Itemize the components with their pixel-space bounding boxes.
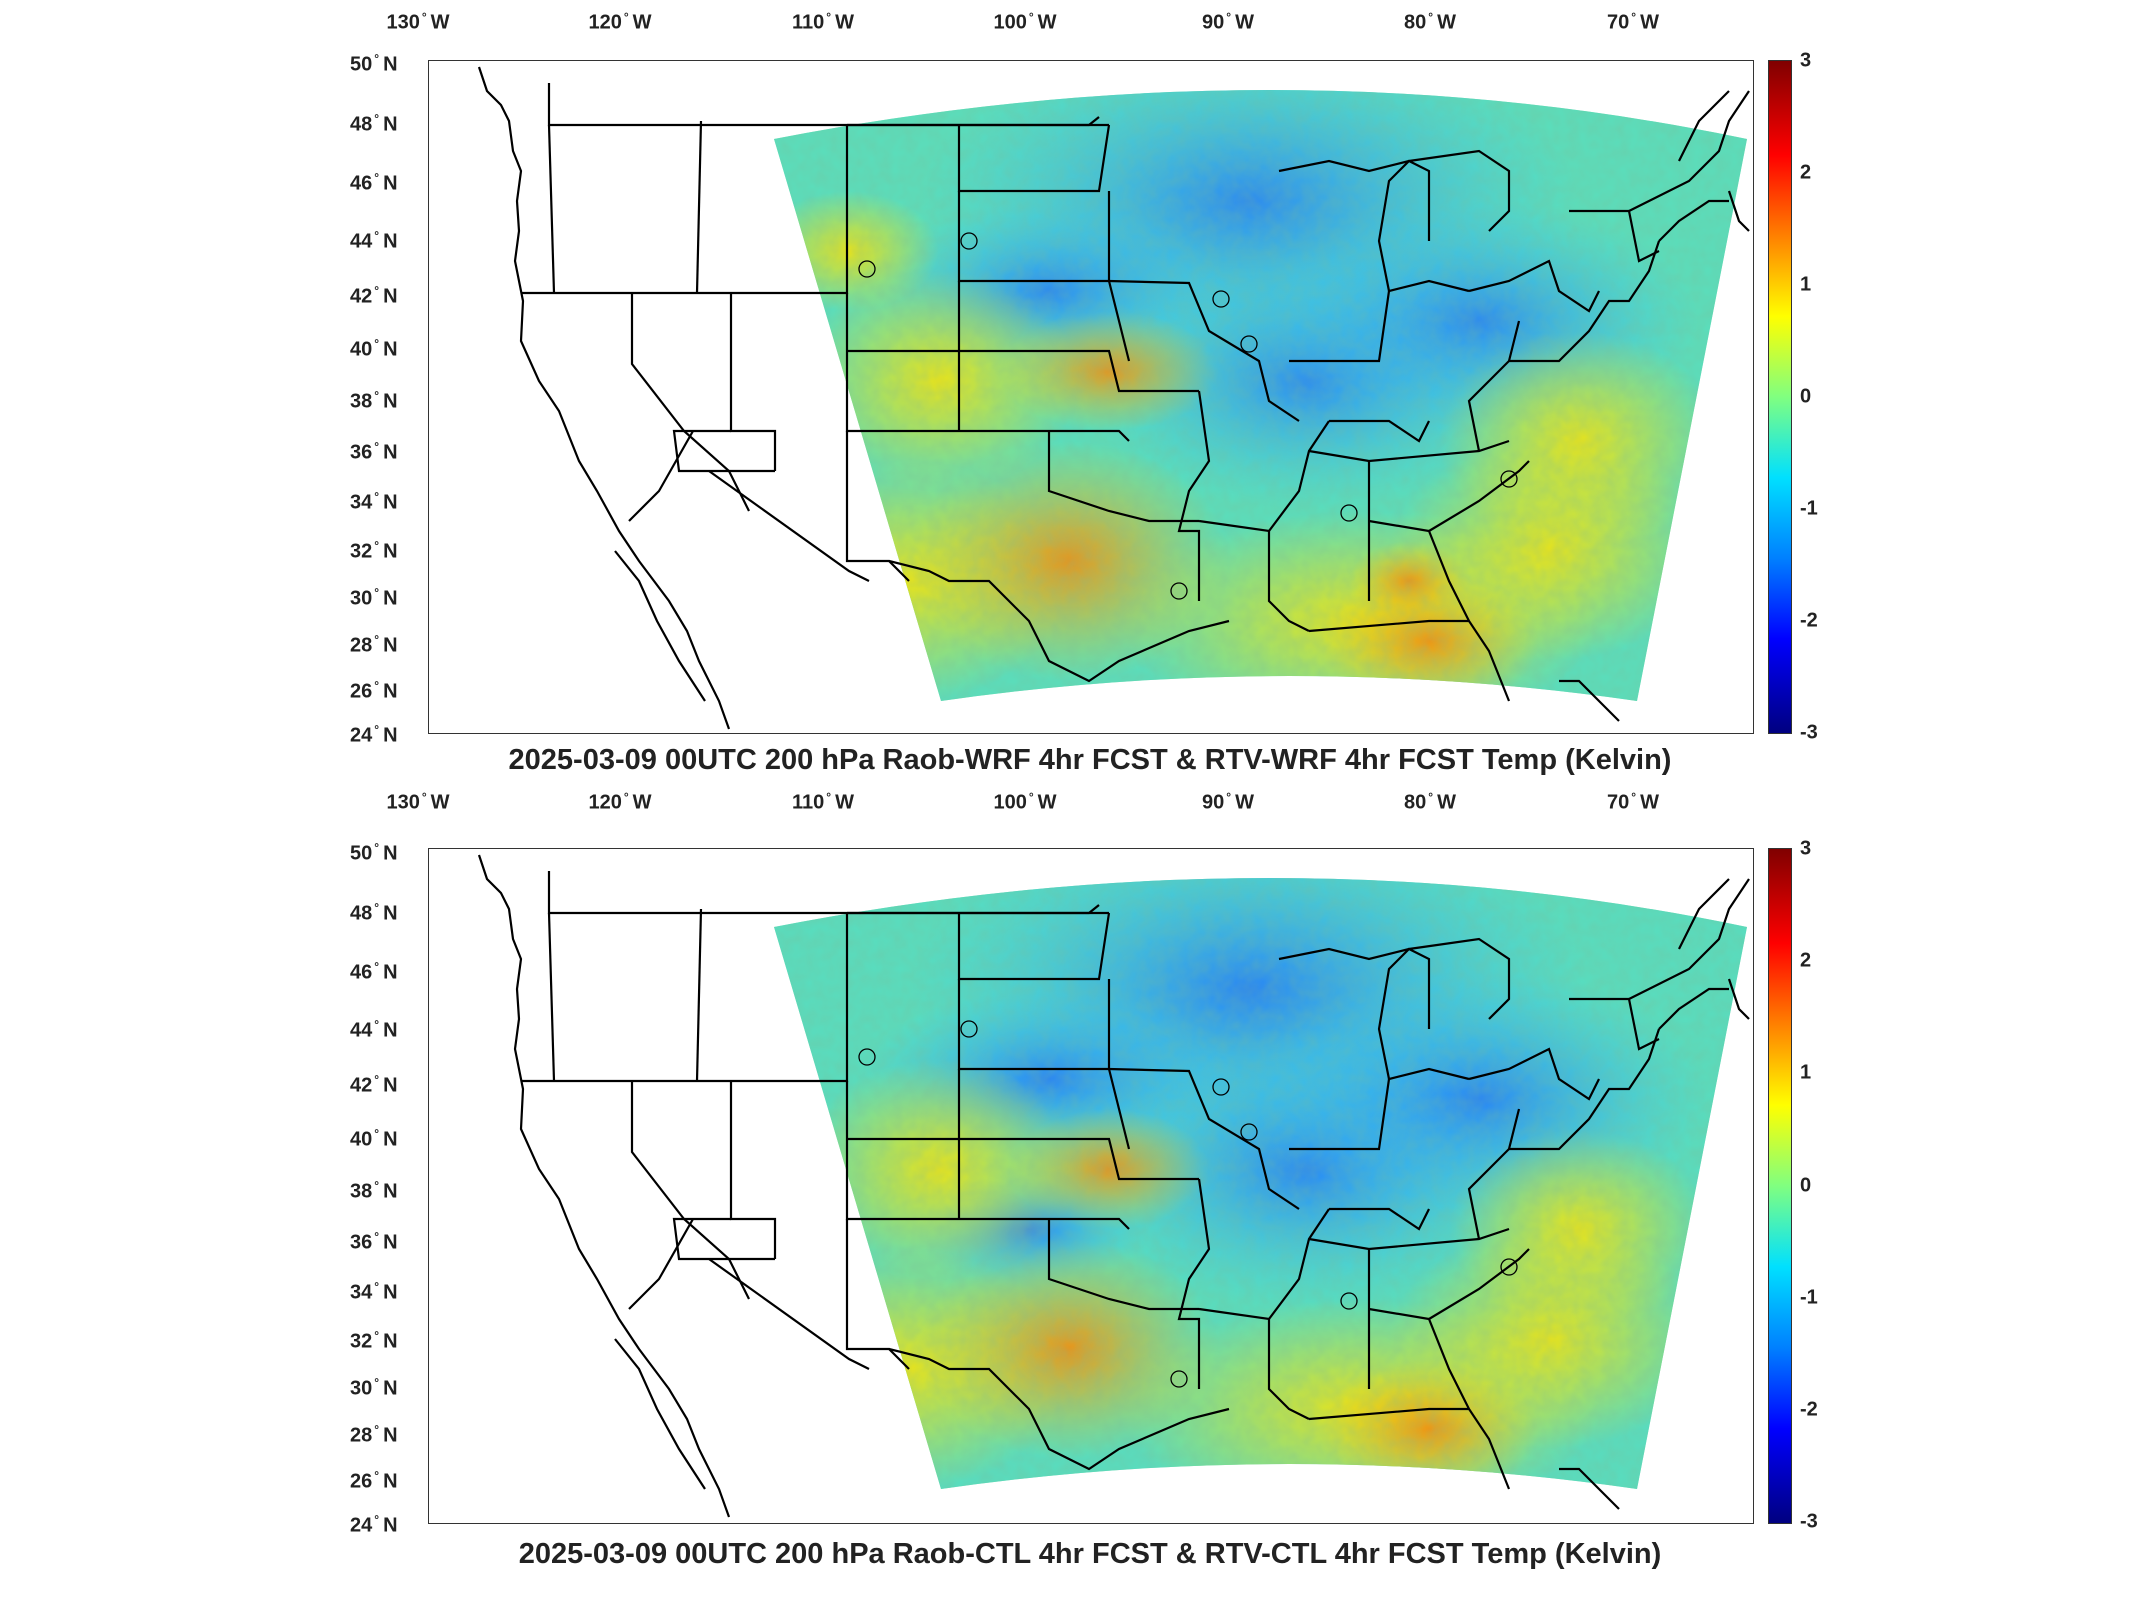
map-title: 2025-03-09 00UTC 200 hPa Raob-CTL 4hr FC…	[518, 1538, 1662, 1570]
lat-label: 28 ° N	[350, 1422, 398, 1447]
lat-label: 24 ° N	[350, 1512, 398, 1537]
lat-label: 50 ° N	[350, 840, 398, 865]
colorbar-tick: -2	[1800, 1398, 1818, 1421]
lat-label: 34 ° N	[350, 1279, 398, 1304]
colorbar-tick: 3	[1800, 837, 1812, 860]
lon-label: 120 ° W	[588, 10, 652, 34]
map-panel-raob-ctl: 130 ° W 120 ° W 110 ° W 100 ° W 90 ° W 80 ° W 70 ° W 5…	[0, 790, 2133, 1600]
lat-label: 36 ° N	[350, 1229, 398, 1254]
lon-label: 110 ° W	[792, 790, 854, 814]
coastlines-and-borders	[477, 66, 1750, 730]
temperature-field	[774, 878, 1747, 1489]
lat-label: 50 ° N	[350, 51, 398, 76]
lon-label: 80 ° W	[1404, 10, 1456, 34]
station-markers	[858, 232, 1518, 600]
lat-label: 38 ° N	[350, 1178, 398, 1203]
lon-label: 70 ° W	[1607, 10, 1659, 34]
lat-label: 38 ° N	[350, 388, 398, 413]
lon-label: 90 ° W	[1202, 790, 1254, 814]
lat-label: 44 ° N	[350, 1017, 398, 1042]
colorbar-tick: 0	[1800, 385, 1812, 408]
lat-label: 42 ° N	[350, 1072, 398, 1097]
colorbar-tick: 2	[1800, 949, 1812, 972]
colorbar-tick: 1	[1800, 1061, 1812, 1084]
lat-label: 32 ° N	[350, 538, 398, 563]
lat-label: 36 ° N	[350, 439, 398, 464]
lon-label: 130 ° W	[386, 790, 450, 814]
map-area	[428, 848, 1754, 1524]
colorbar-tick: 1	[1800, 273, 1812, 296]
colorbar	[1768, 848, 1792, 1524]
map-svg	[477, 854, 1750, 1518]
lon-label: 80 ° W	[1404, 790, 1456, 814]
lat-label: 46 ° N	[350, 170, 398, 195]
lon-label: 110 ° W	[792, 10, 854, 34]
colorbar-tick: 3	[1800, 49, 1812, 72]
lon-label: 100 ° W	[993, 10, 1057, 34]
temperature-field	[774, 90, 1747, 701]
map-panel-raob-wrf: 130 ° W 120 ° W 110 ° W 100 ° W 90 ° W 80 ° W 70 ° W 5…	[0, 0, 2133, 790]
lat-label: 48 ° N	[350, 900, 398, 925]
lat-label: 32 ° N	[350, 1328, 398, 1353]
colorbar-tick: 2	[1800, 161, 1812, 184]
colorbar-tick: -2	[1800, 609, 1818, 632]
colorbar	[1768, 60, 1792, 734]
colorbar-tick: -3	[1800, 1510, 1818, 1533]
lat-label: 42 ° N	[350, 283, 398, 308]
lon-label: 100 ° W	[993, 790, 1057, 814]
lat-label: 24 ° N	[350, 722, 398, 747]
lat-label: 40 ° N	[350, 336, 398, 361]
colorbar-tick: -1	[1800, 1286, 1818, 1309]
lat-label: 46 ° N	[350, 959, 398, 984]
lat-label: 26 ° N	[350, 1468, 398, 1493]
lat-label: 28 ° N	[350, 632, 398, 657]
map-title: 2025-03-09 00UTC 200 hPa Raob-WRF 4hr FC…	[508, 744, 1672, 776]
lon-label: 90 ° W	[1202, 10, 1254, 34]
lat-label: 30 ° N	[350, 585, 398, 610]
lat-label: 30 ° N	[350, 1375, 398, 1400]
lat-label: 34 ° N	[350, 489, 398, 514]
colorbar-tick: -1	[1800, 497, 1818, 520]
map-svg	[477, 66, 1750, 730]
coastlines-and-borders	[477, 854, 1750, 1518]
lat-label: 48 ° N	[350, 111, 398, 136]
lon-label: 120 ° W	[588, 790, 652, 814]
lat-label: 26 ° N	[350, 678, 398, 703]
lat-label: 44 ° N	[350, 228, 398, 253]
lat-label: 40 ° N	[350, 1126, 398, 1151]
station-markers	[858, 1020, 1518, 1388]
map-area	[428, 60, 1754, 734]
colorbar-tick: 0	[1800, 1174, 1812, 1197]
lon-label: 70 ° W	[1607, 790, 1659, 814]
colorbar-tick: -3	[1800, 721, 1818, 744]
lon-label: 130 ° W	[386, 10, 450, 34]
